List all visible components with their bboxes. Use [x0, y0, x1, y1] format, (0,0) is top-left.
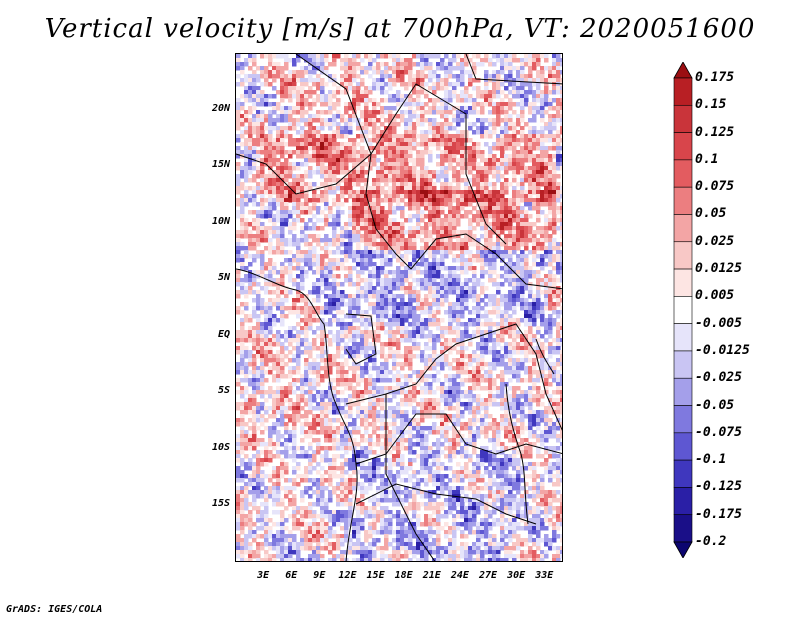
lon-tick-label: 21E — [422, 570, 441, 581]
colorbar-tick-label: 0.025 — [695, 233, 735, 249]
colorbar-tick-label: 0.05 — [695, 206, 727, 222]
colorbar — [673, 62, 693, 558]
lon-tick-label: 18E — [394, 570, 413, 581]
lon-tick-label: 24E — [450, 570, 469, 581]
colorbar-segment — [673, 487, 693, 516]
colorbar-segment — [673, 104, 693, 133]
boundary-line — [355, 413, 562, 465]
boundary-line — [410, 233, 562, 290]
colorbar-segment — [673, 132, 693, 161]
colorbar-segment — [673, 296, 693, 324]
boundary-line — [385, 394, 436, 561]
lat-tick-label: EQ — [217, 328, 230, 340]
colorbar-tick-label: -0.05 — [695, 397, 735, 413]
lat-tick-label: 10S — [211, 441, 230, 453]
lon-tick-label: 30E — [507, 570, 526, 581]
footer-credit: GrADS: IGES/COLA — [6, 604, 103, 615]
colorbar-tick-label: -0.125 — [695, 479, 742, 495]
colorbar-tick-label: -0.0125 — [695, 342, 750, 358]
colorbar-segment — [673, 159, 693, 188]
colorbar-segment — [673, 241, 693, 270]
colorbar-tick-label: 0.075 — [695, 179, 735, 195]
colorbar-segment — [673, 514, 693, 543]
colorbar-segment — [673, 323, 693, 352]
colorbar-tick-label: 0.1 — [695, 151, 719, 167]
colorbar-tick-label: -0.2 — [695, 534, 727, 549]
velocity-field-map — [236, 54, 562, 561]
colorbar-segment — [673, 405, 693, 434]
colorbar-segment — [673, 377, 693, 406]
chart-title: Vertical velocity [m/s] at 700hPa, VT: 2… — [44, 14, 756, 44]
lon-tick-label: 12E — [338, 570, 357, 581]
lon-tick-label: 27E — [478, 570, 498, 581]
boundary-line — [535, 338, 555, 375]
boundary-line — [505, 383, 529, 525]
colorbar-tick-label: -0.1 — [695, 452, 727, 468]
boundary-line — [370, 83, 507, 245]
colorbar-segment — [673, 459, 693, 488]
colorbar-segment — [673, 77, 693, 106]
lon-tick-label: 9E — [313, 570, 326, 581]
lat-tick-label: 5N — [217, 272, 230, 284]
lon-tick-label: 6E — [285, 570, 298, 581]
boundary-line — [345, 323, 562, 431]
colorbar-segment — [673, 214, 693, 243]
colorbar-tick-label: 0.125 — [695, 124, 735, 140]
colorbar-tick-label: -0.005 — [695, 315, 742, 331]
map-plot-area — [235, 53, 563, 562]
boundary-line — [236, 153, 372, 195]
colorbar-tick-label: -0.175 — [695, 506, 742, 522]
boundary-line — [465, 54, 562, 85]
boundary-line — [295, 54, 412, 270]
lat-tick-label: 15N — [211, 159, 230, 171]
colorbar-tick-label: -0.025 — [695, 370, 742, 386]
colorbar-tick-label: 0.15 — [695, 97, 727, 113]
colorbar-min-arrow — [673, 541, 693, 558]
colorbar-tick-label: 0.0125 — [695, 261, 742, 277]
colorbar-segment — [673, 186, 693, 215]
lon-tick-label: 3E — [257, 570, 270, 581]
lat-tick-label: 10N — [211, 215, 230, 227]
colorbar-segment — [673, 268, 693, 297]
boundary-line — [236, 268, 358, 561]
colorbar-tick-label: 0.175 — [695, 70, 735, 85]
lon-tick-label: 15E — [366, 570, 385, 581]
lat-tick-label: 20N — [211, 102, 230, 114]
lon-tick-label: 33E — [535, 570, 554, 581]
colorbar-segment — [673, 350, 693, 379]
colorbar-segment — [673, 432, 693, 461]
lat-tick-label: 5S — [217, 385, 230, 397]
colorbar-tick-label: -0.075 — [695, 424, 742, 440]
lat-tick-label: 15S — [211, 498, 230, 510]
colorbar-max-arrow — [673, 62, 693, 79]
boundary-line — [355, 483, 537, 525]
colorbar-tick-label: 0.005 — [695, 288, 735, 304]
boundary-line — [345, 313, 377, 365]
